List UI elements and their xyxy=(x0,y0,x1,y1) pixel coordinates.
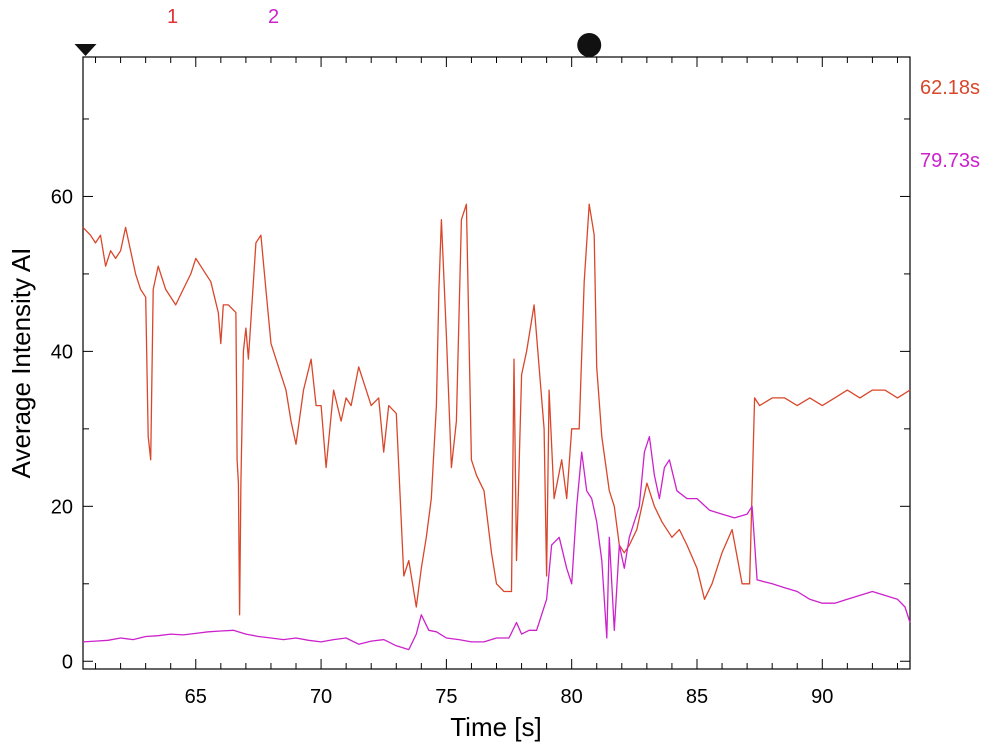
x-axis-label: Time [s] xyxy=(450,712,541,742)
plot-frame xyxy=(82,56,911,670)
x-tick-label: 80 xyxy=(561,686,583,708)
x-tick-label: 75 xyxy=(435,686,457,708)
y-tick-label: 0 xyxy=(62,651,73,673)
circle-marker xyxy=(577,33,602,57)
top-marker-label-2: 2 xyxy=(268,6,280,28)
series-layer xyxy=(82,203,911,651)
x-tick-label: 65 xyxy=(185,686,207,708)
series-line-1 xyxy=(82,203,911,616)
right-time-label-2: 79.73s xyxy=(920,150,981,172)
series-line-2 xyxy=(82,435,911,651)
y-tick-label: 60 xyxy=(51,186,73,208)
y-axis-label: Average Intensity AI xyxy=(6,248,36,479)
x-tick-label: 85 xyxy=(686,686,708,708)
x-tick-label: 90 xyxy=(811,686,833,708)
axis-ticks xyxy=(83,57,910,669)
triangle-marker xyxy=(74,44,97,56)
y-tick-label: 40 xyxy=(51,341,73,363)
event-markers xyxy=(74,33,602,57)
tick-labels: 65 70 75 80 85 90 0 20 40 60 xyxy=(51,186,834,708)
x-tick-label: 70 xyxy=(310,686,332,708)
y-tick-label: 20 xyxy=(51,496,73,518)
right-time-label-1: 62.18s xyxy=(920,77,981,99)
top-marker-label-1: 1 xyxy=(167,6,179,28)
